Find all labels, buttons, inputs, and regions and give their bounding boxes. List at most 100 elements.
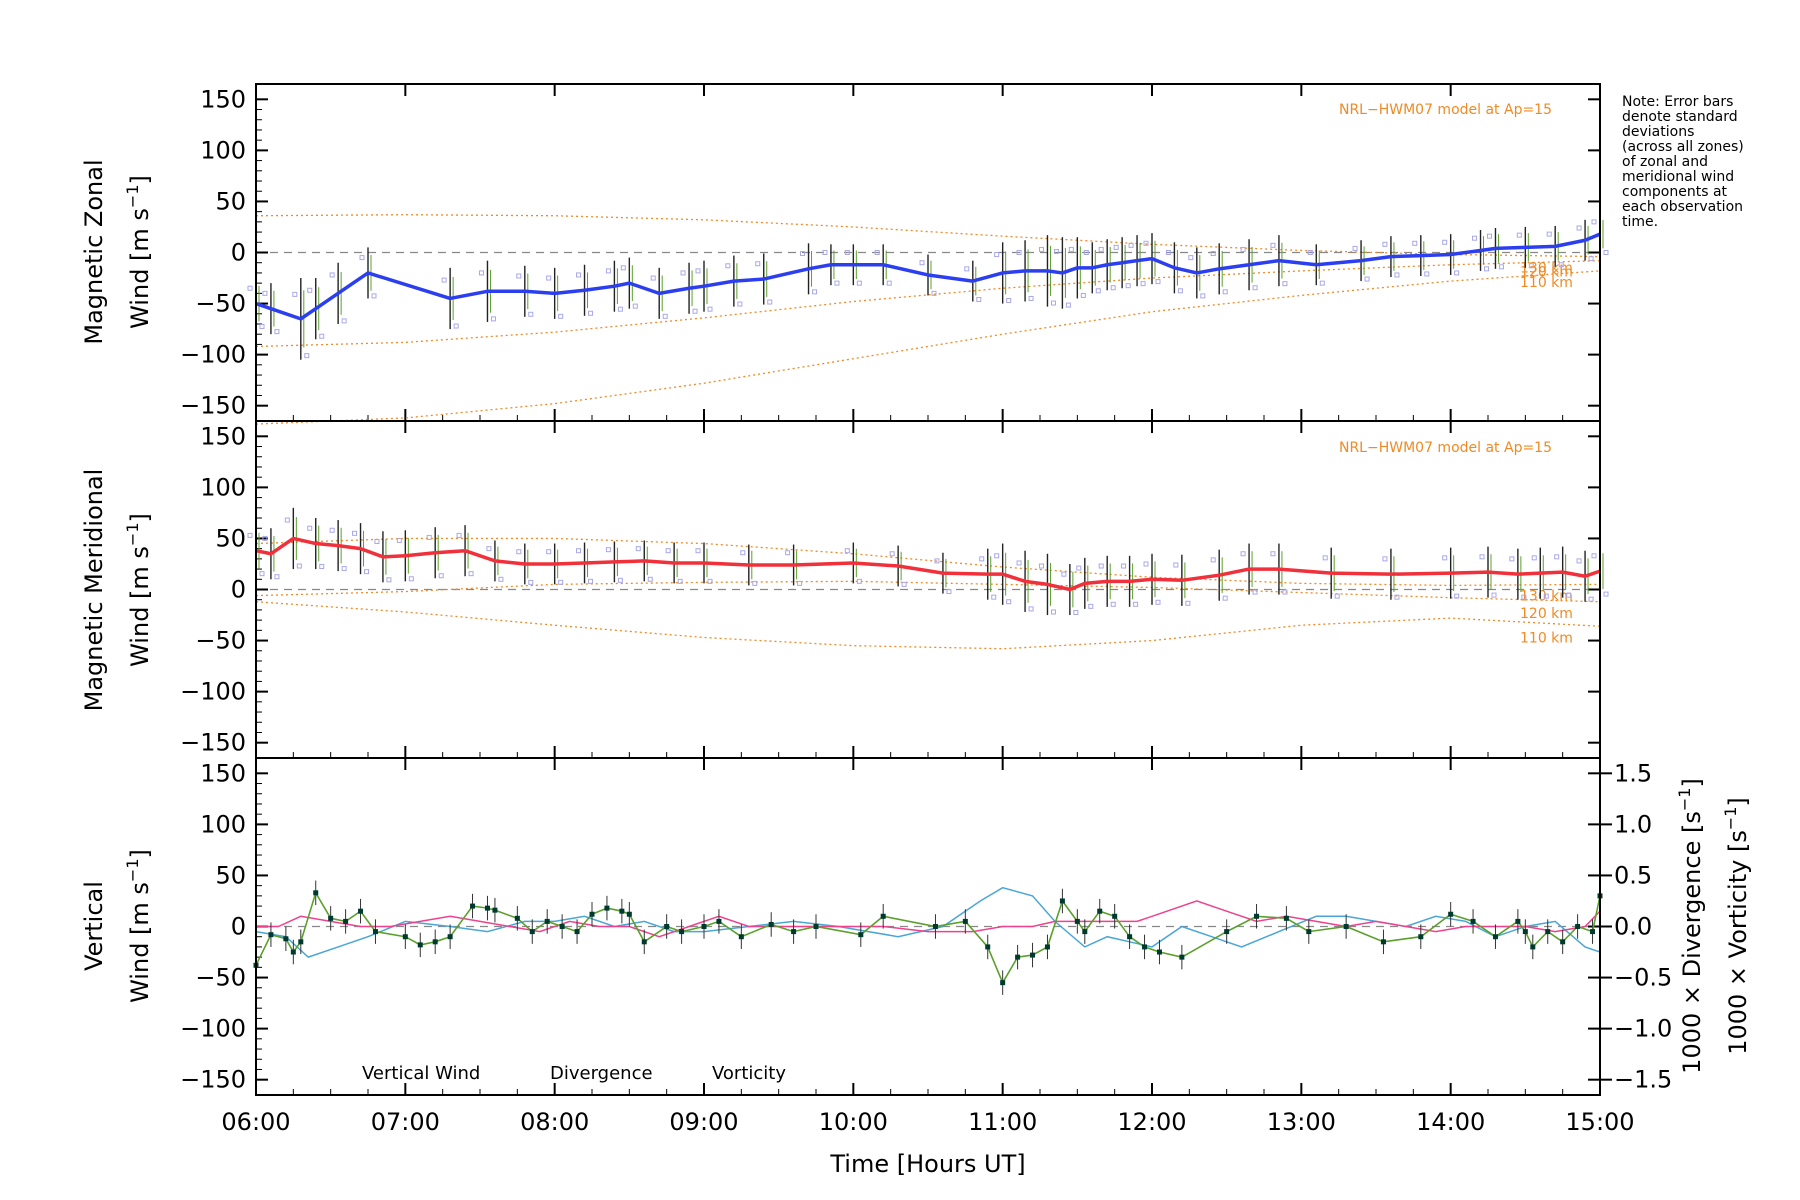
divergence-line	[255, 886, 1601, 958]
meridional-zone-point	[546, 549, 552, 555]
meridional-zone-point	[1382, 556, 1388, 562]
zonal-zone-point	[1364, 276, 1370, 282]
zonal-zone-point	[632, 303, 638, 309]
time-axis-tick-label: 09:00	[669, 1108, 738, 1136]
zonal-zone-point	[1038, 246, 1044, 252]
vertical-wind-point	[574, 929, 580, 935]
meridional-zone-point	[1270, 551, 1276, 557]
panel-vertical-ylabel-line2: Wind [m s−1]	[123, 849, 154, 1003]
right-axis-tick-label: −1.0	[1614, 1015, 1672, 1043]
note-line-8: each observation	[1622, 199, 1743, 215]
vertical-wind-point	[1000, 980, 1006, 986]
meridional-zone-point	[528, 579, 534, 585]
meridional-zone-point	[1185, 600, 1191, 606]
zonal-zone-point	[1200, 293, 1206, 299]
zonal-zone-point	[1484, 266, 1490, 272]
vertical-wind-point	[604, 905, 610, 911]
zonal-zone-point	[274, 329, 280, 335]
zonal-zone-point	[1065, 302, 1071, 308]
zonal-zone-point	[1113, 244, 1119, 250]
meridional-zone-point	[647, 576, 653, 582]
meridional-zone-point	[797, 580, 803, 586]
meridional-zone-point	[1531, 555, 1537, 561]
zonal-zone-point	[1080, 292, 1086, 298]
meridional-zone-point	[259, 571, 265, 577]
meridional-zone-point	[1322, 555, 1328, 561]
meridional-zone-point	[1554, 554, 1560, 560]
panel-vertical-ylabel-suffix: ]	[126, 849, 154, 858]
zonal-zone-point	[707, 306, 713, 312]
zonal-zone-point	[976, 296, 982, 302]
vertical-wind-point	[1082, 929, 1088, 935]
meridional-zone-point	[1454, 593, 1460, 599]
meridional-zone-point	[635, 546, 641, 552]
zonal-zone-point	[919, 260, 925, 266]
vertical-wind-point	[1127, 934, 1133, 940]
vertical-wind-point	[1515, 918, 1521, 924]
meridional-zone-point	[605, 547, 611, 553]
zonal-zone-point	[247, 285, 253, 291]
zonal-zone-point	[1442, 239, 1448, 245]
zonal-zone-point	[1098, 246, 1104, 252]
vertical-wind-point	[738, 934, 744, 940]
panel-zonal-ylabel-sup: −1	[123, 184, 142, 208]
vertical-wind-point	[664, 924, 670, 929]
vertical-wind-point	[298, 939, 304, 945]
zonal-zone-point	[994, 252, 1000, 258]
zonal-zone-point	[1424, 271, 1430, 277]
zonal-zone-point	[1270, 242, 1276, 248]
meridional-zone-point	[396, 537, 402, 543]
vertical-wind-point	[372, 929, 378, 935]
time-axis-tick-label: 13:00	[1267, 1108, 1336, 1136]
vertical-wind-point	[1097, 908, 1103, 914]
vertical-wind-point	[1254, 913, 1260, 919]
legend-vertical-wind: Vertical Wind	[362, 1063, 480, 1084]
right-axis-tick-label: 1.5	[1614, 759, 1652, 787]
zonal-zone-point	[1486, 233, 1492, 239]
panel-vertical-ylabel-sup: −1	[123, 858, 142, 882]
meridional-ytick-label: 150	[200, 422, 246, 450]
zonal-zone-point	[822, 250, 828, 255]
zonal-zone-point	[1053, 248, 1059, 254]
right-axis-tick-label: 0.5	[1614, 861, 1652, 889]
meridional-zone-point	[426, 534, 432, 540]
time-axis-label: Time [Hours UT]	[829, 1150, 1025, 1178]
meridional-ytick-label: 50	[215, 524, 246, 552]
vertical-wind-point	[1224, 929, 1230, 935]
zonal-zone-point	[1591, 219, 1597, 225]
meridional-zone-point	[319, 564, 325, 570]
meridional-zone-point	[274, 574, 280, 580]
vertical-wind-point	[358, 908, 364, 914]
vertical-wind-point	[1590, 929, 1596, 935]
panel-zonal-ylabel-prefix: Wind [m s	[126, 208, 154, 329]
meridional-zone-point	[307, 525, 313, 531]
zonal-zone-point	[620, 265, 626, 271]
zonal-zone-point	[886, 280, 892, 286]
meridional-model-height-label: 130 km	[1520, 588, 1573, 604]
zonal-zone-point	[546, 275, 552, 281]
zonal-zone-point	[1125, 283, 1131, 289]
meridional-zone-point	[1603, 591, 1609, 597]
meridional-model-height-label: 120 km	[1520, 606, 1573, 622]
panel-vertical-vorticity-axis-label: 1000 × Vorticity [s−1]	[1721, 797, 1752, 1055]
panel-vertical-ylabel-line1: Vertical	[80, 881, 108, 971]
meridional-zone-point	[1038, 563, 1044, 569]
meridional-zone-point	[386, 577, 392, 583]
note-line-9: time.	[1622, 214, 1658, 230]
zonal-zone-point	[1454, 270, 1460, 276]
meridional-zone-point	[1143, 561, 1149, 567]
zonal-zone-point	[359, 255, 365, 261]
note-line-7: components at	[1622, 184, 1728, 200]
panel-meridional-ylabel-sup: −1	[123, 522, 142, 546]
vertical-wind-point	[679, 929, 685, 935]
note-line-3: deviations	[1622, 124, 1694, 140]
vertical-wind-point	[858, 932, 864, 938]
zonal-zone-point	[1110, 285, 1116, 291]
meridional-zone-point	[1155, 599, 1161, 605]
vertical-wind-point	[1380, 939, 1386, 945]
zonal-zone-point	[304, 353, 310, 359]
zonal-zone-point	[755, 261, 761, 267]
zonal-zone-point	[692, 308, 698, 314]
panel-vertical-ylabel-prefix: Wind [m s	[126, 882, 154, 1003]
panel-meridional-model-label: NRL−HWM07 model at Ap=15	[1339, 440, 1552, 456]
